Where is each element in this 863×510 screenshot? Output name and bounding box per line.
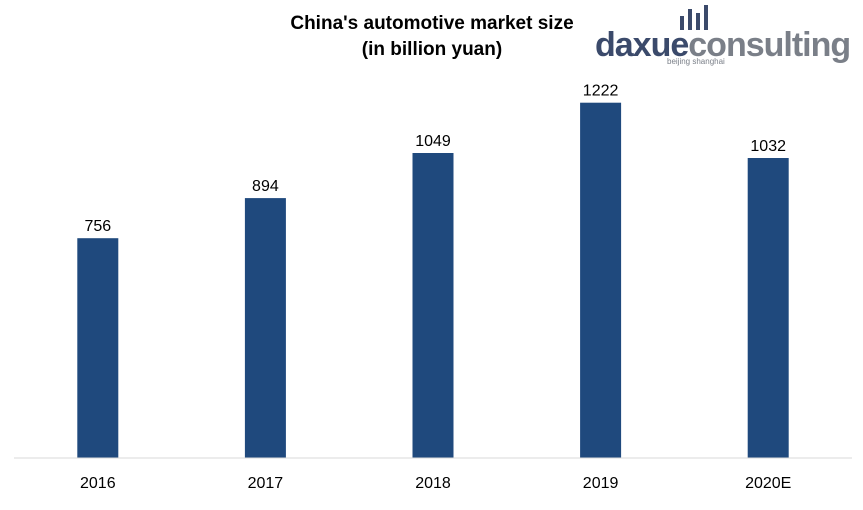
data-label-2016: 756 [84,218,111,235]
chart-title: China's automotive market size (in billi… [290,13,573,60]
bar-2017 [244,198,286,458]
logo-wordmark-daxue: daxue [595,26,688,64]
chart-title-line-1: China's automotive market size [290,13,573,34]
x-tick-label-2016: 2016 [80,475,116,492]
data-label-2017: 894 [252,178,279,195]
logo-bars-icon [680,5,708,30]
data-label-2019: 1222 [583,83,619,100]
logo-wordmark-consulting: consulting [688,26,850,64]
daxue-logo: daxueconsulting beijing shanghai [595,5,851,66]
bar-2019 [580,102,622,458]
chart-title-line-2: (in billion yuan) [362,39,502,60]
bar-2020e [747,158,789,458]
x-tick-label-2020e: 2020E [745,475,791,492]
logo-wordmark: daxueconsulting [595,26,850,64]
data-label-2018: 1049 [415,133,451,150]
x-tick-label-2019: 2019 [583,475,619,492]
logo-tagline: beijing shanghai [667,57,725,66]
bars-group [77,102,789,458]
x-tick-labels-group: 2016 2017 2018 2019 2020E [80,475,791,492]
x-tick-label-2017: 2017 [248,475,284,492]
bar-2018 [412,153,454,458]
data-labels-group: 756 894 1049 1222 1032 [84,83,786,236]
x-tick-label-2018: 2018 [415,475,451,492]
bar-2016 [77,238,119,458]
data-label-2020e: 1032 [750,138,786,155]
